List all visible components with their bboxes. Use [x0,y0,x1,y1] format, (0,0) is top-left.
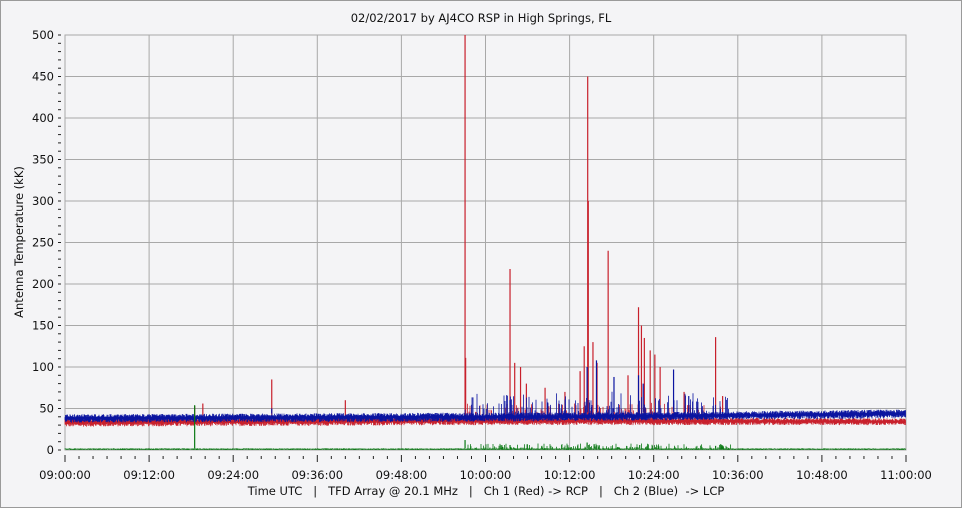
x-tick-label: 10:48:00 [796,468,848,482]
y-tick-label: 500 [32,28,54,42]
x-tick-label: 10:12:00 [544,468,596,482]
y-tick-label: 150 [32,319,54,333]
x-tick-label: 09:36:00 [291,468,343,482]
y-tick-label: 250 [32,236,54,250]
y-tick-label: 350 [32,153,54,167]
y-tick-label: 300 [32,194,54,208]
grid [64,35,907,450]
series-2-trace [64,391,906,423]
chart-title: 02/02/2017 by AJ4CO RSP in High Springs,… [351,11,612,25]
y-axis-label: Antenna Temperature (kK) [12,166,26,318]
y-tick-label: 450 [32,70,54,84]
x-tick-label: 09:00:00 [39,468,91,482]
y-tick-label: 200 [32,277,54,291]
x-tick-label: 10:24:00 [628,468,680,482]
series-marks [64,35,906,450]
series-3-trace [64,443,906,450]
y-tick-label: 50 [39,402,54,416]
y-tick-label: 400 [32,111,54,125]
y-tick-label: 0 [47,443,54,457]
x-tick-label: 09:48:00 [376,468,428,482]
x-tick-label: 10:36:00 [712,468,764,482]
x-tick-label: 11:00:00 [880,468,932,482]
x-axis-label: Time UTC | TFD Array @ 20.1 MHz | Ch 1 (… [247,484,725,498]
x-tick-label: 09:12:00 [123,468,175,482]
axes: 09:00:00 09:12:00 09:24:00 09:36:00 09:48:00… [32,28,932,482]
x-tick-label: 10:00:00 [460,468,512,482]
x-tick-label: 09:24:00 [207,468,259,482]
y-tick-label: 100 [32,360,54,374]
